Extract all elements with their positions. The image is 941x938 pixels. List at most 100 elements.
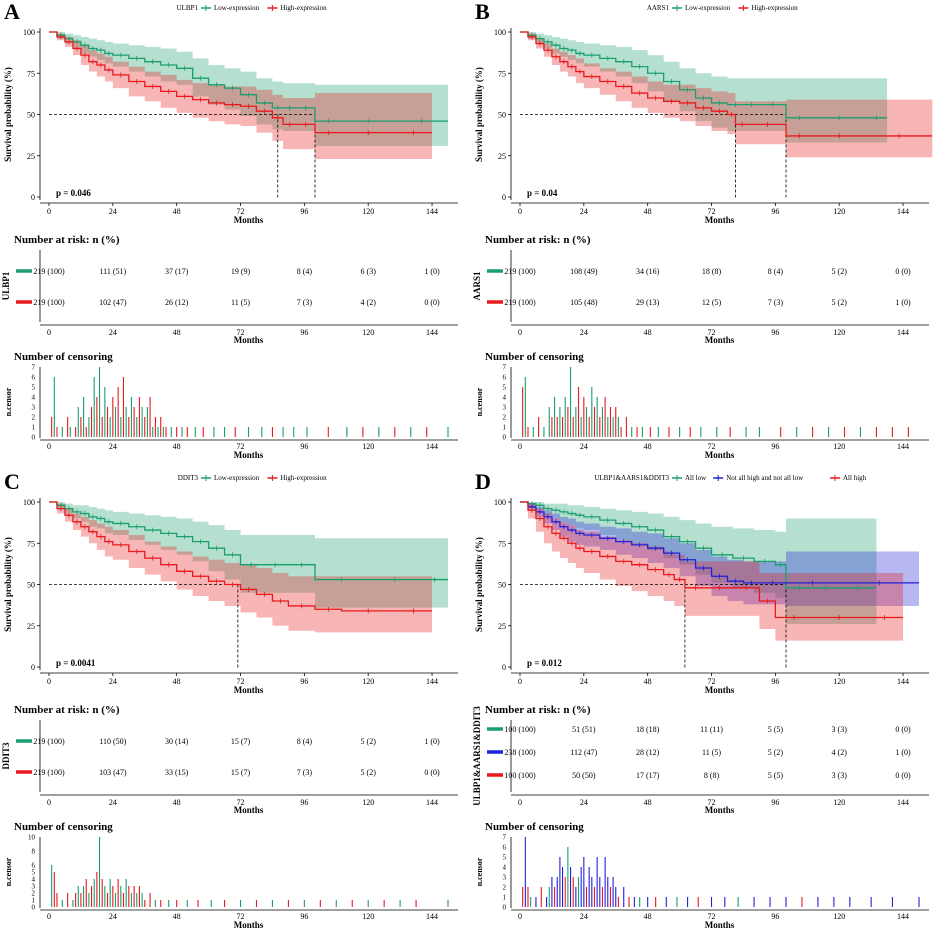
risk-x-tick-label: 96 (771, 798, 779, 807)
censor-x-tick-label: 0 (47, 912, 51, 921)
risk-cell: 26 (12) (165, 298, 189, 307)
risk-cell: 30 (14) (165, 737, 189, 746)
y-tick-label: 0 (502, 663, 506, 672)
x-tick-label: 0 (47, 207, 51, 216)
legend-label: Low-expression (214, 4, 260, 12)
censor-y-tick-label: 2 (503, 884, 507, 892)
panel-c: C DDIT3 Low-expression High-expression Survi… (1, 469, 458, 930)
censor-title: Number of censoring (485, 351, 584, 363)
risk-cell: 5 (2) (361, 768, 377, 777)
censor-title: Number of censoring (14, 821, 113, 833)
censor-y-tick-label: 7 (503, 364, 507, 372)
censor-x-tick-label: 96 (771, 912, 779, 921)
censor-x-tick-label: 72 (237, 912, 245, 921)
legend-label: All high (843, 474, 867, 482)
risk-cell: 6 (3) (361, 267, 377, 276)
risk-cell: 15 (7) (231, 737, 251, 746)
risk-table-y-title: DDIT3 (1, 742, 11, 770)
censor-x-tick-label: 144 (426, 912, 438, 921)
censor-x-axis-title: Months (705, 450, 735, 460)
risk-cell: 7 (3) (297, 768, 313, 777)
y-tick-label: 0 (31, 663, 35, 672)
censor-x-axis-title: Months (705, 920, 735, 930)
censor-y-tick-label: 6 (503, 844, 507, 852)
legend-title: ULBP1 (177, 4, 199, 12)
y-tick-label: 25 (27, 152, 35, 161)
censor-x-tick-label: 144 (426, 442, 438, 451)
y-tick-label: 75 (27, 539, 35, 548)
risk-cell: 0 (0) (895, 771, 911, 780)
risk-cell: 3 (3) (832, 771, 848, 780)
x-tick-label: 48 (644, 677, 652, 686)
x-axis-title: Months (705, 215, 735, 225)
risk-x-tick-label: 24 (109, 328, 117, 337)
risk-x-tick-label: 0 (47, 328, 51, 337)
risk-table-title: Number at risk: n (%) (14, 704, 120, 716)
risk-cell: 1 (0) (895, 748, 911, 757)
censor-y-tick-label: 6 (32, 862, 36, 870)
x-tick-label: 96 (771, 677, 779, 686)
risk-table-y-title: ULBP1 (1, 271, 11, 300)
risk-cell: 219 (100) (504, 298, 536, 307)
censor-y-tick-label: 1 (32, 424, 36, 432)
censor-x-tick-label: 72 (237, 442, 245, 451)
censor-x-tick-label: 120 (362, 912, 374, 921)
censor-x-tick-label: 120 (833, 442, 845, 451)
risk-cell: 19 (9) (231, 267, 251, 276)
censor-x-tick-label: 72 (708, 442, 716, 451)
x-tick-label: 144 (897, 677, 909, 686)
censor-x-tick-label: 0 (47, 442, 51, 451)
risk-cell: 219 (100) (33, 737, 65, 746)
censor-y-tick-label: 1 (32, 897, 36, 905)
panel-d: D ULBP1&AARS1&DDIT3 All low Not all high an… (472, 469, 929, 930)
x-tick-label: 120 (362, 207, 374, 216)
censor-y-tick-label: 5 (32, 869, 36, 877)
censor-y-tick-label: 0 (503, 904, 507, 912)
legend-title: DDIT3 (178, 474, 199, 482)
x-tick-label: 24 (580, 207, 588, 216)
risk-x-tick-label: 48 (173, 328, 181, 337)
panel-a: A ULBP1 Low-expression High-expression Survi… (1, 0, 458, 460)
p-value: p = 0.04 (527, 188, 558, 198)
x-tick-label: 24 (109, 677, 117, 686)
y-tick-label: 0 (502, 193, 506, 202)
risk-cell: 34 (16) (636, 267, 660, 276)
y-tick-label: 25 (27, 622, 35, 631)
censor-y-tick-label: 3 (503, 404, 507, 412)
x-tick-label: 48 (173, 207, 181, 216)
censor-x-tick-label: 96 (300, 912, 308, 921)
x-tick-label: 0 (518, 207, 522, 216)
risk-cell: 102 (47) (99, 298, 127, 307)
risk-cell: 12 (5) (702, 298, 722, 307)
legend-label: All low (685, 474, 707, 482)
x-tick-label: 96 (771, 207, 779, 216)
risk-cell: 103 (47) (99, 768, 127, 777)
risk-table-title: Number at risk: n (%) (485, 704, 591, 716)
censor-x-tick-label: 48 (644, 912, 652, 921)
x-tick-label: 144 (897, 207, 909, 216)
censor-y-tick-label: 6 (503, 374, 507, 382)
risk-x-tick-label: 96 (300, 798, 308, 807)
x-tick-label: 96 (300, 207, 308, 216)
risk-cell: 11 (11) (700, 725, 723, 734)
x-tick-label: 96 (300, 677, 308, 686)
risk-x-tick-label: 120 (833, 328, 845, 337)
censor-y-tick-label: 3 (32, 883, 36, 891)
risk-cell: 8 (8) (704, 771, 720, 780)
x-tick-label: 48 (644, 207, 652, 216)
censor-y-tick-label: 10 (28, 834, 36, 842)
censor-y-tick-label: 4 (32, 394, 36, 402)
x-axis-title: Months (705, 685, 735, 695)
risk-cell: 17 (17) (636, 771, 660, 780)
risk-cell: 108 (49) (570, 267, 598, 276)
x-tick-label: 72 (708, 677, 716, 686)
legend-label: High-expression (280, 4, 327, 12)
risk-x-axis-title: Months (705, 335, 735, 345)
risk-x-tick-label: 48 (644, 798, 652, 807)
x-tick-label: 144 (426, 677, 438, 686)
legend-title: AARS1 (647, 4, 670, 12)
p-value: p = 0.012 (527, 658, 562, 668)
censor-y-tick-label: 5 (32, 384, 36, 392)
legend-label: Not all high and not all low (726, 474, 804, 482)
censor-x-tick-label: 0 (518, 912, 522, 921)
